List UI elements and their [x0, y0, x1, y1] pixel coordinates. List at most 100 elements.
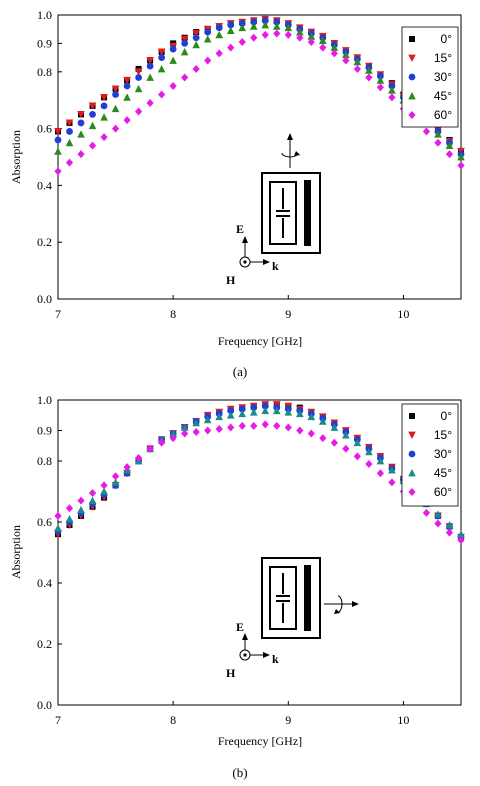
data-point — [284, 30, 292, 39]
data-point — [376, 83, 384, 92]
data-point — [77, 150, 85, 159]
data-point — [123, 463, 131, 472]
rotation-axis-arrowhead — [352, 601, 359, 607]
data-point — [296, 33, 304, 42]
data-point — [272, 22, 281, 30]
data-point — [296, 28, 304, 36]
data-point — [226, 411, 235, 419]
data-point — [227, 21, 235, 29]
legend-marker — [408, 450, 416, 458]
h-field-label: H — [226, 666, 236, 680]
data-point — [388, 478, 396, 487]
data-point — [342, 431, 350, 439]
data-point — [445, 528, 454, 537]
rotation-axis-arrowhead — [287, 133, 293, 140]
data-point — [342, 50, 350, 59]
data-point — [77, 130, 85, 138]
y-tick-label: 0.6 — [37, 515, 52, 529]
data-point — [66, 128, 73, 135]
data-point — [100, 487, 108, 495]
data-point — [250, 18, 258, 26]
legend-label: 30° — [434, 447, 452, 461]
y-axis: 0.0 0.2 0.4 0.6 0.8 0.9 1.0 — [37, 393, 62, 712]
data-point — [88, 102, 97, 110]
data-point — [215, 424, 223, 433]
x-axis-label: Frequency [GHz] — [218, 334, 302, 348]
data-point — [215, 49, 223, 58]
data-point — [204, 56, 212, 65]
data-point — [181, 40, 189, 47]
data-point — [146, 99, 154, 108]
y-tick-label: 0.0 — [37, 292, 52, 306]
data-point — [215, 30, 223, 39]
data-point — [238, 421, 246, 430]
x-tick-label: 8 — [170, 713, 176, 727]
data-point — [434, 138, 442, 147]
data-point — [319, 417, 327, 425]
data-point — [100, 93, 108, 102]
data-point — [261, 402, 269, 410]
caption-a: (a) — [233, 364, 247, 379]
data-point — [353, 452, 361, 461]
data-point — [377, 72, 384, 80]
data-point — [238, 37, 246, 46]
data-point — [169, 429, 177, 437]
data-point — [192, 30, 200, 38]
data-point — [158, 54, 166, 61]
data-point — [273, 29, 281, 38]
data-point — [307, 32, 316, 40]
data-point — [77, 111, 85, 119]
x-axis: 7 8 9 10 — [55, 295, 409, 321]
legend-label: 15° — [434, 51, 452, 65]
data-point — [180, 47, 189, 56]
data-point — [226, 26, 235, 35]
data-point — [111, 124, 120, 133]
data-point — [65, 514, 74, 523]
plot-frame — [57, 399, 462, 706]
data-point — [203, 415, 212, 424]
x-tick-label: 7 — [55, 307, 61, 321]
data-point — [353, 64, 361, 73]
data-point — [123, 93, 131, 101]
data-point — [88, 121, 97, 130]
data-point — [445, 141, 454, 150]
data-point — [134, 84, 143, 93]
data-point — [54, 167, 62, 176]
y-tick-label: 0.6 — [37, 122, 52, 136]
legend: 0° 15° 30° 45° 60° — [401, 403, 459, 507]
data-point — [457, 530, 465, 538]
data-point — [249, 22, 258, 30]
data-point — [434, 519, 442, 528]
y-tick-label: 0.2 — [37, 235, 52, 249]
data-point — [296, 409, 304, 418]
plot-frame — [57, 14, 462, 300]
data-point — [342, 56, 350, 65]
data-point — [319, 434, 327, 443]
x-tick-label: 8 — [170, 307, 176, 321]
data-point — [111, 478, 120, 486]
data-point — [330, 49, 338, 58]
legend-marker — [408, 92, 416, 100]
data-point — [445, 521, 454, 529]
data-point — [157, 48, 166, 56]
data-point — [100, 481, 108, 490]
y-tick-label: 0.4 — [37, 576, 52, 590]
panel-a: 0.0 0.2 0.4 0.6 0.8 0.9 1.0 7 8 9 10 Frequency [G… — [9, 8, 465, 379]
legend: 0° 15° 30° 45° 60° — [401, 26, 459, 128]
data-point — [422, 508, 431, 517]
data-point — [88, 141, 97, 150]
data-point — [388, 82, 396, 90]
data-point — [180, 423, 189, 431]
data-point — [157, 64, 166, 73]
data-point — [123, 76, 131, 85]
data-point — [123, 82, 131, 90]
y-tick-label: 0.8 — [37, 454, 52, 468]
y-tick-label: 0.2 — [37, 637, 52, 651]
data-point — [353, 57, 362, 66]
data-point — [192, 64, 200, 73]
data-point — [146, 57, 154, 65]
data-point — [180, 35, 189, 44]
polarization-inset: E k H — [226, 557, 359, 680]
data-point — [100, 113, 108, 121]
legend-label: 15° — [434, 428, 452, 442]
